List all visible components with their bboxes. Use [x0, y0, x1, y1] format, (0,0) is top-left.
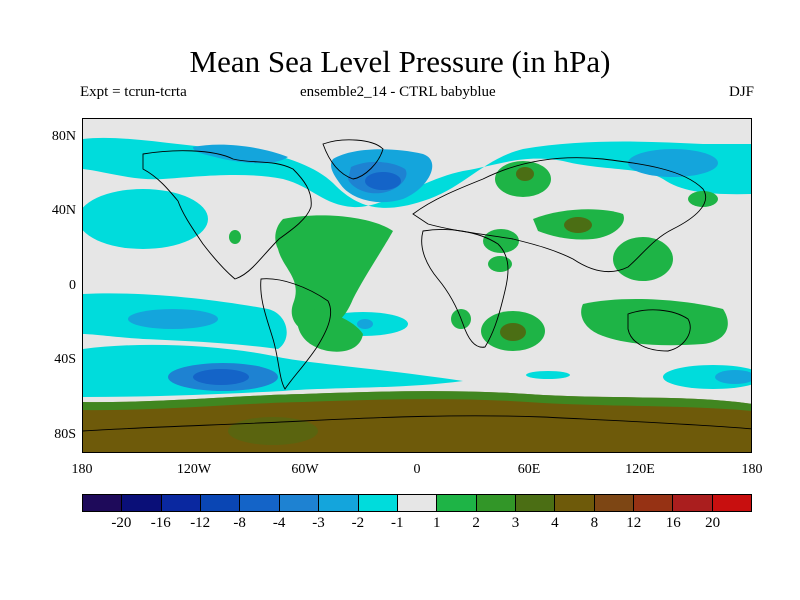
season-label: DJF — [728, 84, 754, 100]
experiment-label: Expt = tcrun-tcrta — [80, 84, 187, 100]
colorbar-cell — [634, 495, 674, 511]
colorbar-label: 12 — [626, 515, 642, 531]
colorbar-label: 20 — [705, 515, 721, 531]
colorbar-label: 8 — [590, 515, 599, 531]
southern-positive-edge — [83, 391, 751, 411]
siberia-negative — [628, 149, 718, 177]
europe-positive-core — [516, 167, 534, 181]
australia-coast — [627, 309, 691, 352]
north-atlantic-low-center — [365, 172, 401, 190]
colorbar-cell — [83, 495, 123, 511]
map-canvas — [83, 119, 751, 452]
colorbar-label: -8 — [233, 515, 246, 531]
colorbar-cell — [397, 495, 438, 511]
greenland-coast — [322, 139, 384, 180]
colorbar — [82, 494, 752, 512]
colorbar-cell — [122, 495, 162, 511]
colorbar-label: 4 — [551, 515, 559, 531]
colorbar-label: -1 — [391, 515, 404, 531]
colorbar-cell — [712, 495, 752, 511]
colorbar-label: -20 — [111, 515, 132, 531]
lon-label-0: 0 — [413, 462, 421, 477]
colorbar-label: -16 — [150, 515, 171, 531]
colorbar-label: -3 — [312, 515, 325, 531]
colorbar-label: 16 — [665, 515, 681, 531]
north-pacific-negative — [83, 189, 208, 249]
lon-label-60e: 60E — [517, 462, 541, 477]
tropical-pacific-negative — [128, 309, 218, 329]
arctic-north-negative — [193, 144, 288, 164]
south-indian-negative-core — [715, 370, 751, 384]
colorbar-label: 3 — [511, 515, 520, 531]
lon-label-120w: 120W — [176, 462, 212, 477]
pressure-anomaly-map — [82, 118, 752, 453]
lat-label-80s: 80S — [54, 427, 76, 442]
colorbar-label: -4 — [272, 515, 286, 531]
lat-label-80n: 80N — [51, 129, 76, 144]
australia-positive — [581, 298, 728, 346]
lon-label-180w: 180 — [71, 462, 93, 477]
colorbar-cell — [358, 495, 398, 511]
south-pacific-low-core — [193, 369, 249, 385]
north-america-coast — [142, 150, 312, 280]
arabia-positive — [483, 229, 519, 253]
east-asia-positive — [613, 237, 673, 281]
lat-label-40n: 40N — [51, 203, 76, 218]
colorbar-cell — [161, 495, 202, 511]
eurasia-coast — [412, 157, 707, 272]
colorbar-cell — [594, 495, 635, 511]
western-pacific-positive — [688, 191, 718, 207]
colorbar-label: 1 — [432, 515, 441, 531]
south-atlantic-strip — [526, 371, 570, 379]
south-america-positive — [297, 308, 363, 352]
ensemble-label: ensemble2_14 - CTRL babyblue — [300, 84, 496, 100]
atlantic-positive — [275, 215, 393, 334]
lon-label-60w: 60W — [291, 462, 319, 477]
antarctic-weak-area — [228, 417, 318, 445]
colorbar-cell — [437, 495, 477, 511]
colorbar-cell — [673, 495, 713, 511]
colorbar-cell — [240, 495, 280, 511]
caribbean-positive — [229, 230, 241, 244]
southern-africa-positive-core — [500, 323, 526, 341]
antarctica-coast — [83, 415, 751, 432]
colorbar-label: -2 — [351, 515, 365, 531]
lon-label-180e: 180 — [741, 462, 763, 477]
colorbar-cell — [319, 495, 359, 511]
lon-label-120e: 120E — [625, 462, 655, 477]
south-atlantic-negative-spot — [357, 319, 373, 329]
east-africa-positive — [488, 256, 512, 272]
colorbar-cell — [515, 495, 556, 511]
coastlines — [83, 139, 751, 432]
lat-label-40s: 40S — [54, 352, 76, 367]
colorbar-cell — [279, 495, 320, 511]
asia-positive-core — [564, 217, 592, 233]
map-title: Mean Sea Level Pressure (in hPa) — [189, 44, 611, 79]
colorbar-cell — [476, 495, 516, 511]
lat-label-0: 0 — [69, 278, 76, 293]
colorbar-label: 2 — [472, 515, 480, 531]
colorbar-cell — [555, 495, 595, 511]
africa-coast — [421, 229, 509, 348]
south-america-coast — [260, 278, 332, 390]
colorbar-cell — [201, 495, 241, 511]
colorbar-label: -12 — [190, 515, 211, 531]
